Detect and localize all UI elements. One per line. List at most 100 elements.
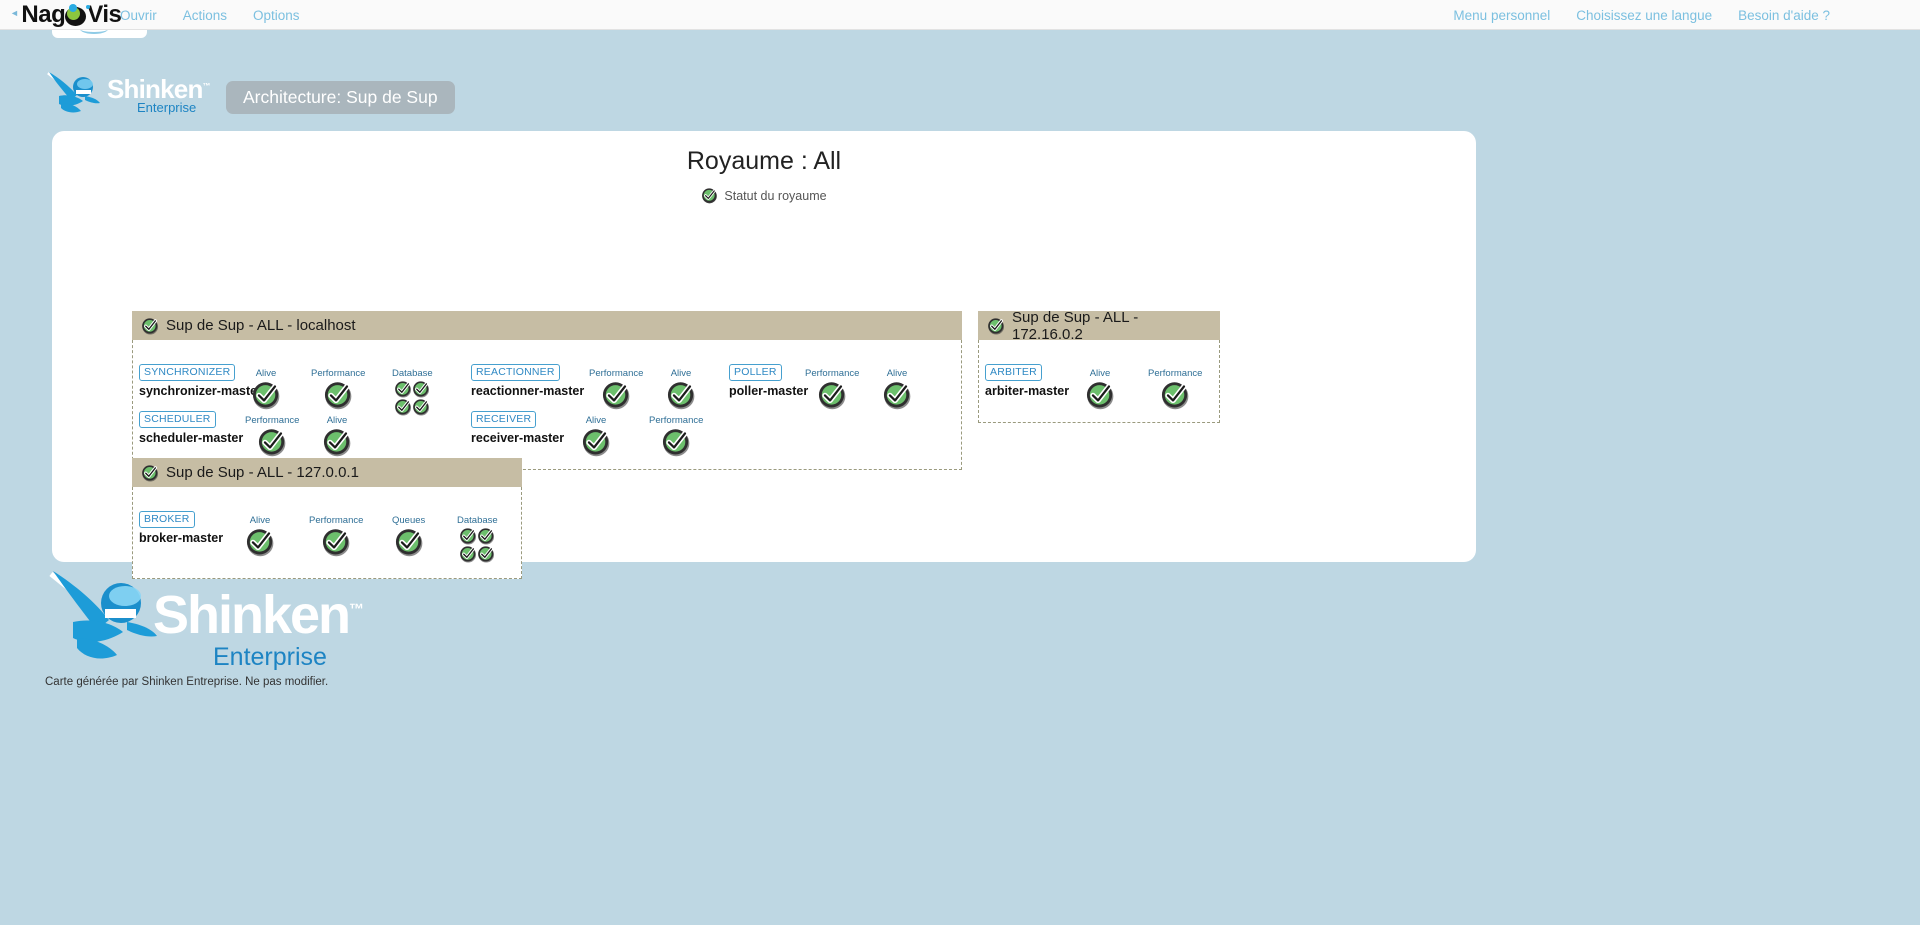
nav-actions[interactable]: Actions bbox=[182, 7, 228, 23]
node-name-label[interactable]: poller-master bbox=[729, 384, 809, 398]
service-label: Queues bbox=[392, 515, 426, 526]
node-type-badge[interactable]: SCHEDULER bbox=[139, 411, 216, 428]
status-ok-icon[interactable] bbox=[394, 380, 412, 398]
service-label: Performance bbox=[245, 415, 300, 426]
shinken-header-logo: Shinken™ Enterprise bbox=[45, 70, 211, 118]
service-icon-cluster bbox=[666, 380, 696, 410]
nav-besoin-aide[interactable]: Besoin d'aide ? bbox=[1738, 7, 1830, 23]
status-ok-icon[interactable] bbox=[1085, 380, 1115, 410]
status-ok-icon[interactable] bbox=[987, 317, 1005, 335]
status-ok-icon[interactable] bbox=[412, 380, 430, 398]
shinken-ninja-icon bbox=[47, 71, 100, 113]
status-ok-icon[interactable] bbox=[1160, 380, 1190, 410]
group-header[interactable]: Sup de Sup - ALL - localhost bbox=[132, 311, 962, 340]
nav-menu-personnel[interactable]: Menu personnel bbox=[1453, 7, 1551, 23]
service-icon-cluster bbox=[311, 380, 365, 410]
status-ok-icon[interactable] bbox=[459, 527, 477, 545]
node-type-badge[interactable]: POLLER bbox=[729, 364, 782, 381]
dropdown-arc-icon bbox=[80, 24, 108, 34]
service-label: Performance bbox=[309, 515, 364, 526]
nav-choisissez-une-langue[interactable]: Choisissez une langue bbox=[1576, 7, 1713, 23]
status-ok-icon[interactable] bbox=[245, 527, 275, 557]
service-alive: Alive bbox=[1085, 368, 1115, 410]
service-icon-cluster bbox=[392, 527, 425, 557]
group-body: SYNCHRONIZER synchronizer-master Alive Perf… bbox=[132, 340, 962, 470]
status-ok-icon[interactable] bbox=[601, 380, 631, 410]
service-icon-cluster bbox=[322, 427, 352, 457]
nagvis-logo[interactable]: ◄ Nag Vis bbox=[10, 0, 122, 30]
nav-ouvrir[interactable]: Ouvrir bbox=[120, 7, 157, 23]
group-header[interactable]: Sup de Sup - ALL - 172.16.0.2 bbox=[978, 309, 1220, 343]
status-ok-icon[interactable] bbox=[666, 380, 696, 410]
footer-branding: Shinken™ Enterprise Carte générée par Sh… bbox=[45, 568, 364, 688]
node-type-badge[interactable]: SYNCHRONIZER bbox=[139, 364, 236, 381]
node-type-badge[interactable]: ARBITER bbox=[985, 364, 1042, 381]
node-name-label[interactable]: receiver-master bbox=[471, 431, 565, 445]
status-ok-icon[interactable] bbox=[321, 527, 351, 557]
map-status-label: Statut du royaume bbox=[724, 188, 827, 203]
status-ok-icon[interactable] bbox=[257, 427, 287, 457]
node-reactionner-master: REACTIONNER reactionner-master Performance… bbox=[471, 362, 695, 410]
service-icon-cluster bbox=[1085, 380, 1115, 410]
status-ok-icon[interactable] bbox=[477, 527, 495, 545]
node-arbiter-master: ARBITER arbiter-master Alive Performance bbox=[985, 362, 1202, 410]
status-ok-icon[interactable] bbox=[477, 545, 495, 563]
status-ok-icon[interactable] bbox=[141, 464, 159, 482]
status-ok-icon[interactable] bbox=[661, 427, 691, 457]
service-performance: Performance bbox=[245, 415, 299, 457]
service-icon-cluster bbox=[309, 527, 363, 557]
service-performance: Performance bbox=[589, 368, 643, 410]
service-icon-cluster bbox=[581, 427, 611, 457]
status-ok-icon[interactable] bbox=[701, 187, 718, 204]
service-label: Performance bbox=[649, 415, 704, 426]
group-body: BROKER broker-master Alive Performance Queue… bbox=[132, 487, 522, 579]
status-ok-icon[interactable] bbox=[322, 427, 352, 457]
nagvis-logo-text-nag: Nag bbox=[21, 1, 66, 28]
service-icon-cluster bbox=[882, 380, 912, 410]
brand-row: Shinken™ Enterprise Architecture: Sup de… bbox=[0, 30, 1920, 130]
node-type-badge[interactable]: BROKER bbox=[139, 511, 195, 528]
service-icon-cluster bbox=[459, 527, 495, 563]
top-navigation-bar: ◄ Nag Vis Ouvrir Actions Options Menu pe… bbox=[0, 0, 1920, 30]
service-label: Alive bbox=[670, 368, 692, 379]
node-name-label[interactable]: arbiter-master bbox=[985, 384, 1070, 398]
back-chevron-icon[interactable]: ◄ bbox=[10, 8, 19, 18]
node-name-label[interactable]: reactionner-master bbox=[471, 384, 585, 398]
map-title-pill[interactable]: Architecture: Sup de Sup bbox=[226, 81, 455, 114]
service-alive: Alive bbox=[251, 368, 281, 410]
node-name-label[interactable]: broker-master bbox=[139, 531, 224, 545]
node-synchronizer-master: SYNCHRONIZER synchronizer-master Alive Perf… bbox=[139, 362, 433, 416]
node-name-label[interactable]: scheduler-master bbox=[139, 431, 244, 445]
status-ok-icon[interactable] bbox=[141, 317, 159, 335]
node-type-badge[interactable]: REACTIONNER bbox=[471, 364, 560, 381]
service-label: Performance bbox=[311, 368, 366, 379]
service-icon-cluster bbox=[649, 427, 703, 457]
status-ok-icon[interactable] bbox=[323, 380, 353, 410]
map-status-line: Statut du royaume bbox=[52, 187, 1476, 204]
status-ok-icon[interactable] bbox=[412, 398, 430, 416]
footer-edition: Enterprise bbox=[213, 643, 327, 671]
shinken-edition: Enterprise bbox=[137, 100, 197, 115]
service-icon-cluster bbox=[1148, 380, 1202, 410]
status-ok-icon[interactable] bbox=[817, 380, 847, 410]
footer-note: Carte générée par Shinken Entreprise. Ne… bbox=[45, 676, 329, 688]
status-ok-icon[interactable] bbox=[251, 380, 281, 410]
nav-options[interactable]: Options bbox=[253, 7, 300, 23]
status-ok-icon[interactable] bbox=[882, 380, 912, 410]
node-type-badge[interactable]: RECEIVER bbox=[471, 411, 537, 428]
service-icon-cluster bbox=[245, 527, 275, 557]
status-ok-icon[interactable] bbox=[581, 427, 611, 457]
group-header[interactable]: Sup de Sup - ALL - 127.0.0.1 bbox=[132, 458, 522, 487]
status-ok-icon[interactable] bbox=[394, 527, 424, 557]
status-ok-icon[interactable] bbox=[394, 398, 412, 416]
nav-right-group: Menu personnel Choisissez une langue Bes… bbox=[1453, 0, 1830, 30]
service-database: Database bbox=[392, 368, 433, 416]
service-icon-cluster bbox=[245, 427, 299, 457]
service-label: Alive bbox=[1089, 368, 1111, 379]
node-poller-master: POLLER poller-master Performance Alive bbox=[729, 362, 911, 410]
status-ok-icon[interactable] bbox=[459, 545, 477, 563]
service-label: Performance bbox=[805, 368, 860, 379]
service-alive: Alive bbox=[245, 515, 275, 557]
node-name-label[interactable]: synchronizer-master bbox=[139, 384, 262, 398]
node-scheduler-master: SCHEDULER scheduler-master Performance Aliv… bbox=[139, 409, 351, 457]
